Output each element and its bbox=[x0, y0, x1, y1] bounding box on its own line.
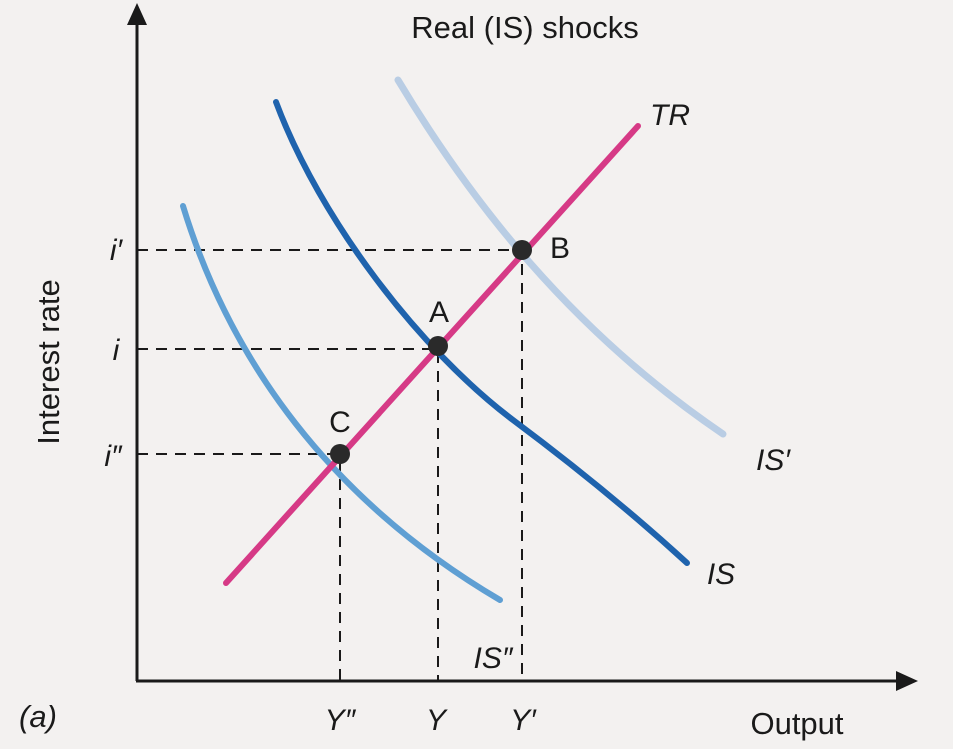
is-curve-label: IS bbox=[707, 558, 735, 591]
guide-line-c bbox=[137, 453, 341, 680]
tr-curve bbox=[223, 123, 641, 586]
is-curve bbox=[273, 99, 690, 566]
x-axis-arrow-icon bbox=[896, 671, 918, 691]
panel-label: (a) bbox=[19, 699, 57, 734]
x-axis-title: Output bbox=[750, 706, 843, 741]
axes bbox=[127, 3, 918, 691]
point-c-label: C bbox=[329, 406, 351, 439]
point-b-marker bbox=[512, 240, 532, 260]
point-a-label: A bbox=[429, 296, 449, 329]
is-prime-curve-label: IS′ bbox=[756, 444, 791, 477]
y-tick-i: i bbox=[113, 334, 121, 367]
is-double-prime-curve bbox=[180, 203, 503, 603]
chart-title: Real (IS) shocks bbox=[411, 10, 638, 45]
guide-line-a bbox=[137, 348, 439, 680]
y-tick-i-double-prime: i″ bbox=[104, 440, 123, 473]
point-c-marker bbox=[330, 444, 350, 464]
x-tick-y: Y bbox=[426, 704, 448, 737]
point-b-label: B bbox=[550, 232, 570, 265]
y-axis-arrow-icon bbox=[127, 3, 147, 25]
is-double-prime-curve-label: IS″ bbox=[474, 642, 514, 675]
x-tick-y-double-prime: Y″ bbox=[325, 704, 357, 737]
y-axis-title: Interest rate bbox=[31, 279, 66, 444]
x-tick-y-prime: Y′ bbox=[510, 704, 537, 737]
is-prime-curve bbox=[394, 76, 727, 438]
tr-curve-label: TR bbox=[650, 99, 690, 132]
point-a-marker bbox=[428, 336, 448, 356]
y-tick-i-prime: i′ bbox=[110, 234, 124, 267]
